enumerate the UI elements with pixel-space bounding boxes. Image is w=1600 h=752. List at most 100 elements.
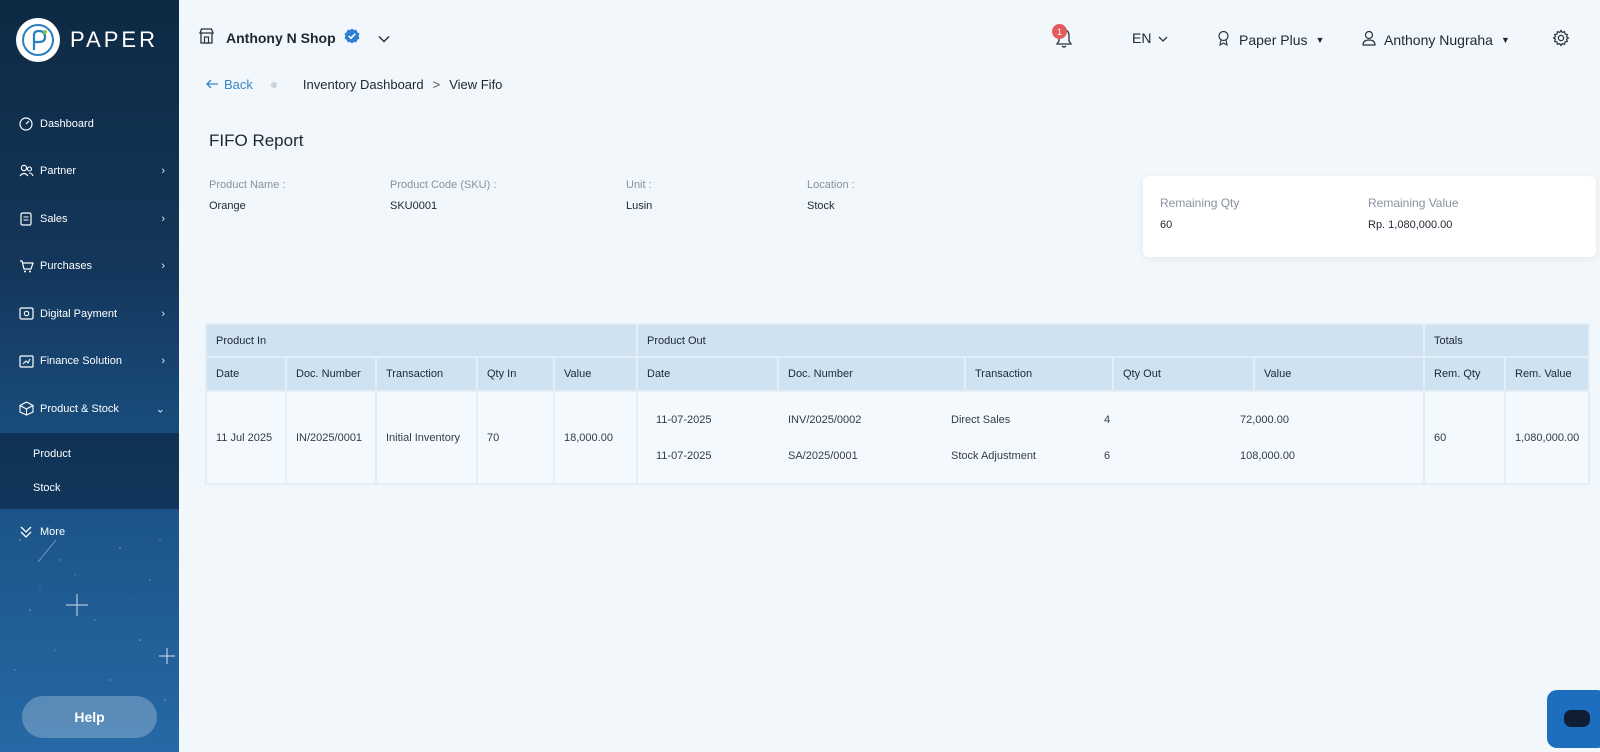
breadcrumb-separator: >	[432, 77, 441, 92]
payment-icon	[18, 306, 34, 322]
award-icon	[1217, 30, 1230, 49]
cell-in-doc-number: IN/2025/0001	[285, 390, 377, 485]
user-menu[interactable]: Anthony Nugraha ▼	[1362, 30, 1510, 49]
product-code-value: SKU0001	[390, 200, 438, 212]
product-out-cell: 11-07-2025 INV/2025/0002 Direct Sales 4 …	[636, 390, 1425, 485]
breadcrumb-dot	[270, 81, 277, 88]
col-qty-in: Qty In	[476, 356, 555, 392]
chat-support-button[interactable]	[1547, 690, 1600, 748]
location-info: Location : Stock	[807, 179, 855, 212]
topbar: Anthony N Shop 1 EN Paper Plus ▼ Anthony…	[179, 0, 1600, 78]
language-selector[interactable]: EN	[1132, 30, 1168, 46]
cart-icon	[18, 258, 34, 274]
user-name: Anthony Nugraha	[1384, 31, 1493, 48]
cell-out-doc-number: INV/2025/0002	[788, 413, 862, 426]
sidebar-item-sales[interactable]: Sales ›	[0, 195, 179, 243]
sidebar-item-label: Purchases	[40, 260, 92, 273]
breadcrumb-inventory-dashboard[interactable]: Inventory Dashboard	[302, 77, 424, 92]
product-code-label: Product Code (SKU) :	[390, 179, 497, 191]
shop-name: Anthony N Shop	[226, 29, 336, 46]
unit-info: Unit : Lusin	[626, 179, 652, 212]
back-link[interactable]: Back	[206, 77, 253, 92]
sidebar-item-label: Finance Solution	[40, 355, 122, 368]
cell-out-date: 11-07-2025	[656, 413, 712, 426]
sidebar-subitem-product[interactable]: Product	[33, 447, 71, 460]
col-in-transaction: Transaction	[375, 356, 478, 392]
out-entry-row: 11-07-2025 INV/2025/0002 Direct Sales 4 …	[638, 402, 1423, 438]
cell-in-date: 11 Jul 2025	[205, 390, 287, 485]
sidebar-item-purchases[interactable]: Purchases ›	[0, 243, 179, 291]
remaining-summary-card: Remaining Qty 60 Remaining Value Rp. 1,0…	[1143, 176, 1596, 257]
cell-out-transaction: Stock Adjustment	[951, 449, 1036, 462]
cell-out-transaction: Direct Sales	[951, 413, 1011, 426]
chevron-down-icon[interactable]	[378, 30, 390, 46]
caret-down-icon: ▼	[1500, 34, 1510, 45]
help-button[interactable]: Help	[22, 696, 157, 738]
sidebar-item-more[interactable]: More	[0, 509, 179, 557]
partner-icon	[18, 163, 34, 179]
col-out-transaction: Transaction	[964, 356, 1114, 392]
chevron-right-icon: ›	[161, 212, 165, 225]
group-totals: Totals	[1422, 323, 1591, 358]
sidebar-item-label: Sales	[40, 212, 68, 225]
plan-selector[interactable]: Paper Plus ▼	[1217, 30, 1324, 49]
chevron-down-icon	[1158, 30, 1168, 46]
sidebar-nav: Dashboard Partner › Sales › Purchases › …	[0, 100, 179, 556]
app-logo[interactable]: PAPER	[16, 18, 158, 62]
sidebar-item-product-stock[interactable]: Product & Stock ⌄	[0, 385, 179, 433]
sidebar-item-label: Digital Payment	[40, 307, 118, 320]
chevron-right-icon: ›	[161, 355, 165, 368]
language-value: EN	[1132, 30, 1152, 46]
arrow-left-icon	[206, 77, 219, 92]
table-row: 11 Jul 2025 IN/2025/0001 Initial Invento…	[205, 390, 1591, 485]
chevron-right-icon: ›	[161, 260, 165, 273]
sidebar-item-partner[interactable]: Partner ›	[0, 148, 179, 196]
col-in-date: Date	[205, 356, 287, 392]
product-code-info: Product Code (SKU) : SKU0001	[390, 179, 496, 212]
group-product-in: Product In	[205, 323, 638, 358]
remaining-value-label: Remaining Value	[1368, 196, 1459, 210]
store-icon	[199, 28, 214, 47]
group-product-out: Product Out	[636, 323, 1425, 358]
col-out-date: Date	[636, 356, 779, 392]
breadcrumb-view-fifo: View Fifo	[449, 77, 503, 92]
col-qty-out: Qty Out	[1112, 356, 1255, 392]
remaining-value: Remaining Value Rp. 1,080,000.00	[1368, 196, 1459, 231]
sidebar-item-label: Product & Stock	[40, 402, 119, 415]
cell-in-value: 18,000.00	[553, 390, 638, 485]
logo-text: PAPER	[70, 27, 158, 52]
unit-value: Lusin	[626, 200, 653, 212]
cell-out-value: 108,000.00	[1240, 449, 1296, 462]
shop-selector[interactable]: Anthony N Shop	[199, 28, 390, 47]
product-name-label: Product Name :	[209, 179, 286, 191]
cell-out-doc-number: SA/2025/0001	[788, 449, 858, 462]
cell-in-transaction: Initial Inventory	[375, 390, 478, 485]
sidebar-item-dashboard[interactable]: Dashboard	[0, 100, 179, 148]
user-icon	[1362, 30, 1376, 49]
page-title: FIFO Report	[209, 131, 304, 150]
col-in-doc-number: Doc. Number	[285, 356, 377, 392]
sidebar-item-finance-solution[interactable]: Finance Solution ›	[0, 338, 179, 386]
verified-badge-icon	[344, 28, 360, 47]
remaining-qty-label: Remaining Qty	[1160, 196, 1240, 210]
sidebar: PAPER Dashboard Partner › Sales › Purcha…	[0, 0, 179, 752]
finance-icon	[18, 353, 34, 369]
chevron-right-icon: ›	[161, 307, 165, 320]
fifo-table: Product In Product Out Totals Date Doc. …	[205, 323, 1591, 485]
chevron-right-icon: ›	[161, 165, 165, 178]
col-out-doc-number: Doc. Number	[777, 356, 966, 392]
col-rem-qty: Rem. Qty	[1423, 356, 1506, 392]
cell-rem-value: 1,080,000.00	[1503, 390, 1591, 485]
location-label: Location :	[807, 179, 855, 191]
col-in-value: Value	[553, 356, 638, 392]
cell-rem-qty: 60	[1423, 390, 1506, 485]
sales-icon	[18, 211, 34, 227]
caret-down-icon: ▼	[1315, 34, 1325, 45]
table-header-row: Date Doc. Number Transaction Qty In Valu…	[205, 356, 1591, 392]
sidebar-item-digital-payment[interactable]: Digital Payment ›	[0, 290, 179, 338]
product-name-value: Orange	[209, 200, 246, 212]
sidebar-subitem-stock[interactable]: Stock	[33, 481, 61, 494]
cell-out-date: 11-07-2025	[656, 449, 712, 462]
notification-badge: 1	[1052, 24, 1067, 39]
settings-button[interactable]	[1552, 29, 1570, 52]
